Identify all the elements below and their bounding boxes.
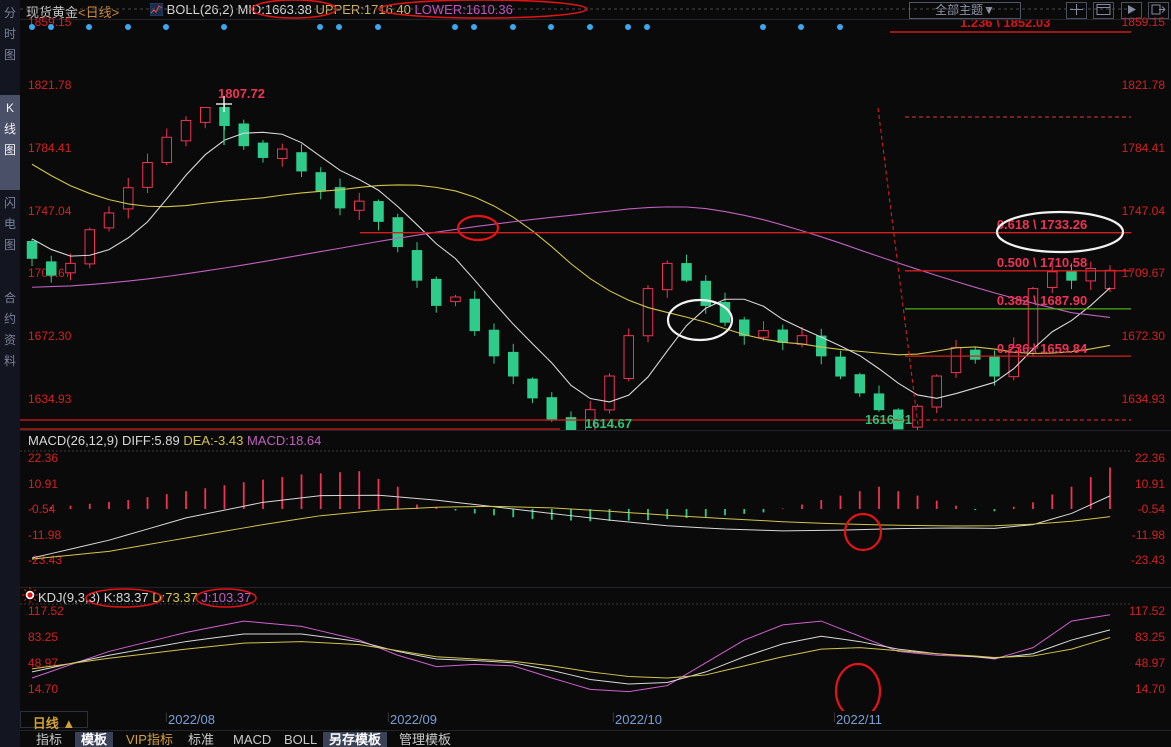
- svg-text:1.236 \ 1852.03: 1.236 \ 1852.03: [960, 20, 1050, 30]
- svg-text:0.382 \ 1687.90: 0.382 \ 1687.90: [997, 293, 1087, 308]
- svg-text:1614.67: 1614.67: [585, 416, 632, 431]
- svg-text:1616.51: 1616.51: [865, 412, 912, 427]
- svg-text:0.236 \ 1659.84: 0.236 \ 1659.84: [997, 341, 1088, 356]
- svg-text:0.500 \ 1710.58: 0.500 \ 1710.58: [997, 255, 1087, 270]
- svg-text:1807.72: 1807.72: [218, 86, 265, 101]
